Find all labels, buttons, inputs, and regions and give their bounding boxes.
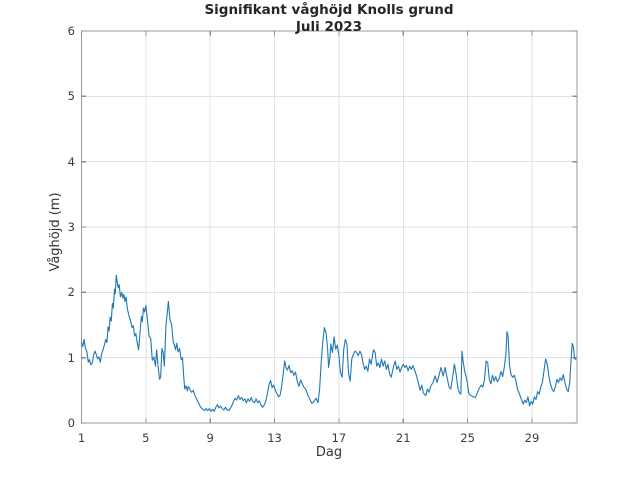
wave-height-line <box>80 274 577 412</box>
y-tick-label-3: 3 <box>67 220 75 234</box>
x-tick-label-25: 25 <box>460 431 475 445</box>
x-tick-label-13: 13 <box>267 431 282 445</box>
chart-title-line2: Juli 2023 <box>295 19 363 35</box>
y-tick-label-0: 0 <box>67 416 75 430</box>
y-tick-label-2: 2 <box>67 285 75 300</box>
x-tick-label-21: 21 <box>395 431 411 445</box>
x-axis-label: Dag <box>315 445 343 460</box>
x-tick-label-9: 9 <box>206 431 214 445</box>
x-tick-label-1: 1 <box>77 431 86 445</box>
x-tick-label-5: 5 <box>142 431 150 445</box>
y-tick-label-1: 1 <box>67 350 75 365</box>
y-tick-label-6: 6 <box>67 24 75 38</box>
x-tick-label-29: 29 <box>524 431 540 445</box>
y-tick-label-4: 4 <box>67 154 75 169</box>
y-tick-label-5: 5 <box>67 89 75 104</box>
x-tick-label-17: 17 <box>331 431 347 445</box>
chart-title: Signifikant våghöjd Knolls grund Juli 20… <box>81 2 577 36</box>
chart-title-line1: Signifikant våghöjd Knolls grund <box>204 2 454 18</box>
y-axis-label-text: Våghöjd (m) <box>48 192 63 272</box>
